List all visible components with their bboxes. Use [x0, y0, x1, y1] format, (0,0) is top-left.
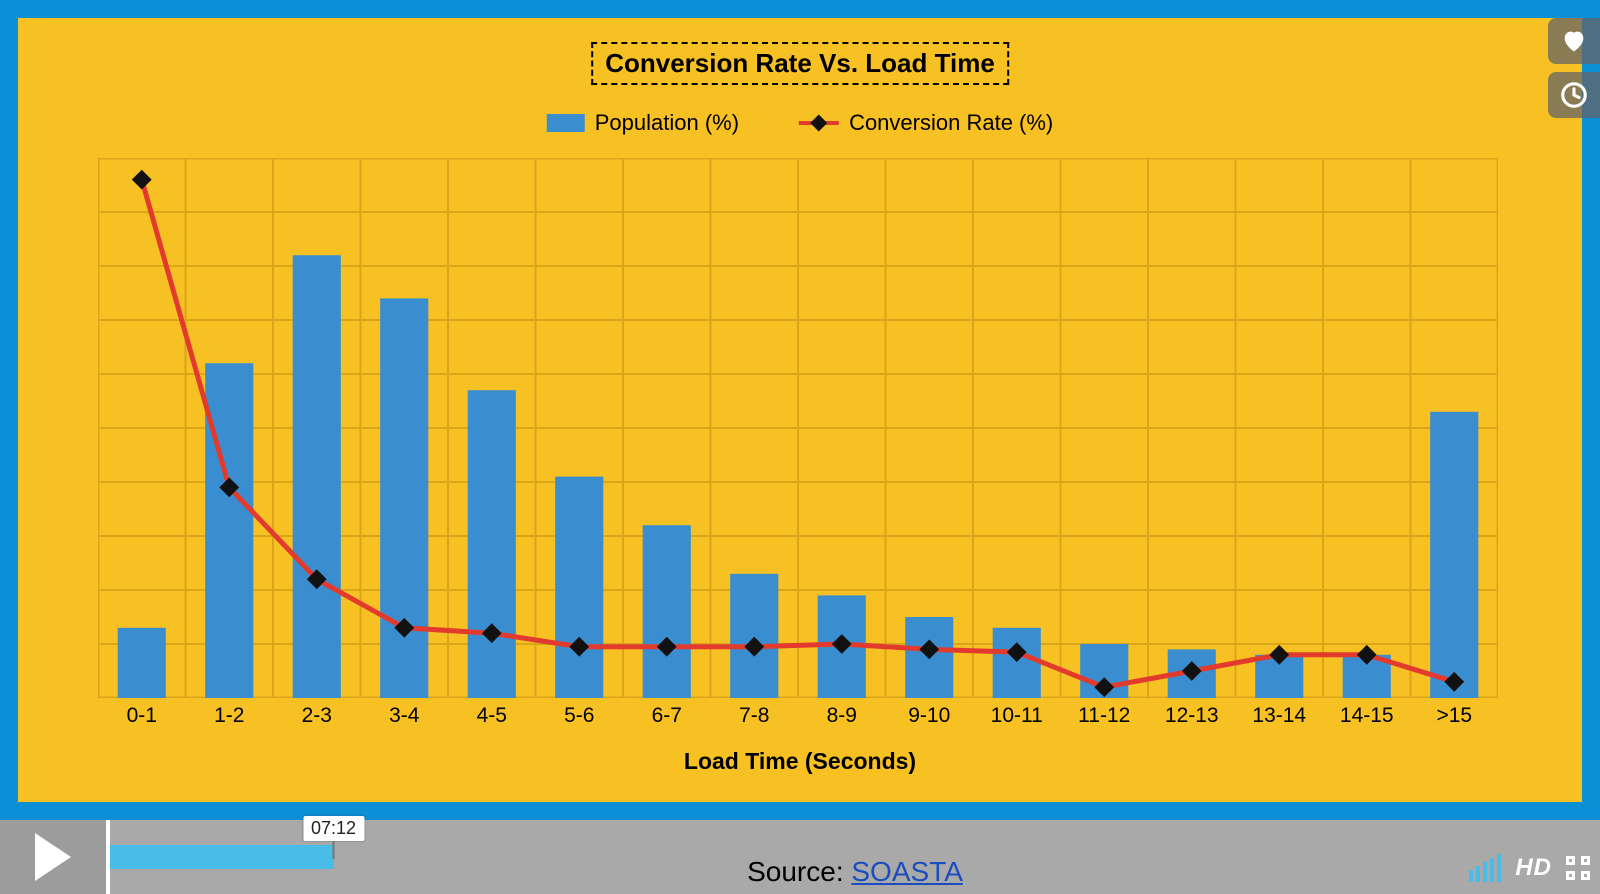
x-tick-label: 6-7: [623, 704, 711, 744]
chart-area: Conversion Rate Vs. Load Time Population…: [18, 18, 1582, 802]
legend-swatch-bar: [547, 114, 585, 132]
x-axis-title: Load Time (Seconds): [684, 748, 916, 775]
x-tick-label: 9-10: [886, 704, 974, 744]
like-button[interactable]: [1548, 18, 1600, 64]
legend-label-population: Population (%): [595, 110, 739, 136]
x-tick-label: 3-4: [361, 704, 449, 744]
clock-icon: [1559, 80, 1589, 110]
x-tick-label: 4-5: [448, 704, 536, 744]
x-tick-label: 1-2: [186, 704, 274, 744]
x-axis-labels: 0-11-22-33-44-55-66-77-88-99-1010-1111-1…: [98, 704, 1498, 744]
x-tick-label: 7-8: [711, 704, 799, 744]
right-controls: HD: [1469, 854, 1590, 882]
x-tick-label: 8-9: [798, 704, 886, 744]
play-button[interactable]: [0, 820, 110, 894]
x-tick-label: 5-6: [536, 704, 624, 744]
overlay-buttons: [1548, 18, 1600, 118]
heart-icon: [1559, 27, 1589, 55]
time-label: 07:12: [311, 818, 356, 838]
fullscreen-button[interactable]: [1566, 856, 1590, 880]
progress-fill: [110, 845, 334, 869]
video-frame: Conversion Rate Vs. Load Time Population…: [0, 0, 1600, 820]
x-tick-label: 14-15: [1323, 704, 1411, 744]
chart-title: Conversion Rate Vs. Load Time: [591, 42, 1009, 85]
plot-region: [98, 158, 1498, 698]
player-control-bar: 07:12 Source: SOASTA HD: [0, 820, 1600, 894]
time-tooltip: 07:12: [303, 816, 364, 841]
x-tick-label: 12-13: [1148, 704, 1236, 744]
play-icon: [35, 833, 71, 881]
legend-swatch-line: [799, 121, 839, 125]
watch-later-button[interactable]: [1548, 72, 1600, 118]
legend-label-conversion: Conversion Rate (%): [849, 110, 1053, 136]
progress-bar[interactable]: 07:12 Source: SOASTA HD: [110, 820, 1600, 894]
source-prefix: Source:: [747, 856, 851, 887]
x-tick-label: 2-3: [273, 704, 361, 744]
x-tick-label: 10-11: [973, 704, 1061, 744]
source-link[interactable]: SOASTA: [851, 856, 963, 887]
x-tick-label: 0-1: [98, 704, 186, 744]
x-tick-label: >15: [1411, 704, 1499, 744]
x-tick-label: 13-14: [1236, 704, 1324, 744]
legend-population: Population (%): [547, 110, 739, 136]
legend-conversion: Conversion Rate (%): [799, 110, 1053, 136]
x-tick-label: 11-12: [1061, 704, 1149, 744]
volume-button[interactable]: [1469, 854, 1501, 882]
hd-toggle[interactable]: HD: [1515, 854, 1552, 882]
source-caption: Source: SOASTA: [747, 856, 963, 888]
chart-legend: Population (%) Conversion Rate (%): [547, 110, 1054, 136]
plot-svg: [98, 158, 1498, 698]
